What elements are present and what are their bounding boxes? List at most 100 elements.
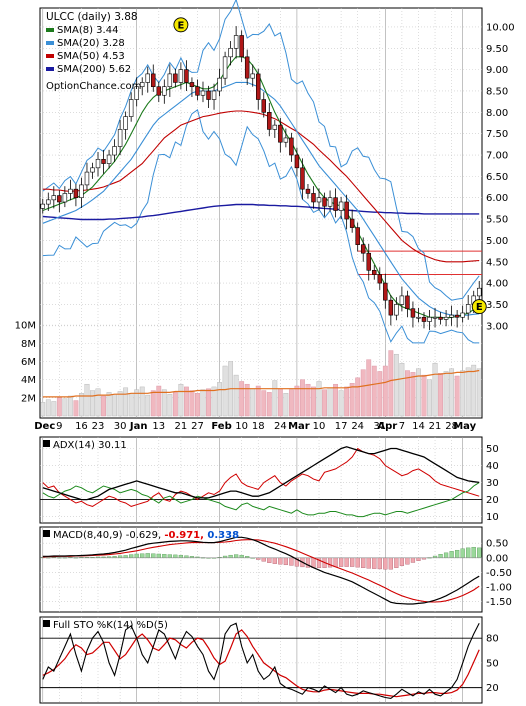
price-tick-label: 4.50 <box>486 257 508 268</box>
x-axis-label: 23 <box>92 421 105 432</box>
candle-up <box>228 47 233 58</box>
macd-histogram-bar <box>162 554 167 558</box>
macd-line <box>42 536 480 605</box>
volume-bar <box>438 373 443 417</box>
volume-bar <box>45 399 51 417</box>
candle-down <box>294 154 300 169</box>
macd-label-value2: 0.338 <box>207 530 239 541</box>
x-axis-label: Mar <box>288 421 310 432</box>
macd-histogram-bar <box>416 557 421 561</box>
adx-line <box>42 446 480 501</box>
price-tick-label: 8.00 <box>486 108 508 119</box>
candle-down <box>454 314 460 318</box>
volume-bar <box>123 387 129 417</box>
macd-histogram-bar <box>178 554 184 558</box>
candle-up <box>272 124 278 130</box>
macd-histogram-bar <box>267 557 272 563</box>
volume-bar <box>300 379 305 417</box>
candle-up <box>200 90 206 96</box>
volume-bar <box>460 370 466 417</box>
volume-bar <box>195 393 200 417</box>
adx-tick-label: 30 <box>486 478 499 489</box>
volume-bar <box>399 363 405 417</box>
macd-histogram-bar <box>184 555 189 558</box>
earnings-marker-label: E <box>177 20 184 31</box>
price-tick-label: 6.00 <box>486 193 508 204</box>
volume-bar <box>222 365 228 417</box>
macd-histogram-bar <box>129 554 134 558</box>
candle-down <box>305 188 311 194</box>
macd-histogram-bar <box>372 557 377 569</box>
macd-signal-line <box>42 539 480 603</box>
x-axis-label: 27 <box>191 421 204 432</box>
macd-histogram-bar <box>394 557 399 568</box>
candle-up <box>46 199 51 205</box>
candle-down <box>73 188 79 199</box>
macd-histogram-bar <box>261 557 266 562</box>
volume-bar <box>333 383 338 417</box>
volume-bar <box>184 386 189 417</box>
candle-up <box>427 316 432 322</box>
volume-tick-label: 8M <box>21 339 36 350</box>
macd-histogram-bar <box>377 557 382 570</box>
volume-bar <box>261 390 267 417</box>
x-axis-label: 13 <box>152 421 165 432</box>
volume-bar <box>250 388 256 417</box>
x-axis-label: 17 <box>335 421 348 432</box>
candle-up <box>211 90 217 100</box>
legend-entry-2: SMA(50) 4.53 <box>57 51 125 62</box>
macd-histogram-bar <box>399 557 405 566</box>
volume-average-line <box>42 369 480 398</box>
candle-up <box>134 86 139 100</box>
macd-histogram-bar <box>366 557 371 569</box>
macd-tick-label: -0.50 <box>486 568 512 579</box>
volume-bar <box>40 402 46 417</box>
adx-plus-di-line <box>42 447 480 507</box>
candle-down <box>372 269 377 275</box>
macd-histogram-bar <box>145 553 150 558</box>
stochastic-tick-label: 50 <box>486 658 499 669</box>
x-axis-label: Dec <box>34 421 55 432</box>
macd-histogram-bar <box>361 557 366 568</box>
stochastic-label-swatch <box>43 620 50 627</box>
volume-bar <box>266 392 272 417</box>
macd-histogram-bar <box>338 557 344 567</box>
volume-bar <box>377 371 383 417</box>
volume-bar <box>233 374 239 417</box>
volume-tick-label: 6M <box>21 357 36 368</box>
candle-up <box>106 154 112 164</box>
macd-histogram-bar <box>388 557 393 570</box>
x-axis-label: 24 <box>351 421 364 432</box>
macd-histogram-bar <box>344 557 349 567</box>
candle-down <box>184 69 189 83</box>
legend-entry-3: SMA(200) 5.62 <box>57 64 131 75</box>
candle-up <box>316 197 322 203</box>
macd-histogram-bar <box>239 554 244 558</box>
macd-histogram-bar <box>438 554 443 558</box>
candle-up <box>40 203 45 209</box>
x-axis-label: 16 <box>75 421 88 432</box>
candle-down <box>57 195 62 203</box>
volume-bar <box>73 400 79 417</box>
volume-bar <box>211 386 217 417</box>
candle-up <box>465 304 471 314</box>
volume-bar <box>272 380 278 417</box>
macd-histogram-bar <box>272 557 277 564</box>
price-tick-label: 6.50 <box>486 172 508 183</box>
volume-bar <box>283 393 289 417</box>
candle-down <box>239 35 244 58</box>
x-axis-label: 28 <box>445 421 458 432</box>
macd-pane-label: MACD(8,40,9) -0.629, -0.971, 0.338 <box>53 530 239 541</box>
candle-down <box>377 274 383 284</box>
macd-label-swatch <box>43 530 50 537</box>
legend-entry-1: SMA(20) 3.28 <box>57 38 125 49</box>
x-axis-label: 14 <box>412 421 425 432</box>
candle-down <box>322 197 327 207</box>
upper-band-line <box>42 0 480 301</box>
x-axis-label: Jan <box>129 421 148 432</box>
x-axis-label: May <box>453 421 476 432</box>
macd-histogram-bar <box>333 557 338 568</box>
candle-down <box>349 218 355 228</box>
volume-bar <box>134 389 140 417</box>
